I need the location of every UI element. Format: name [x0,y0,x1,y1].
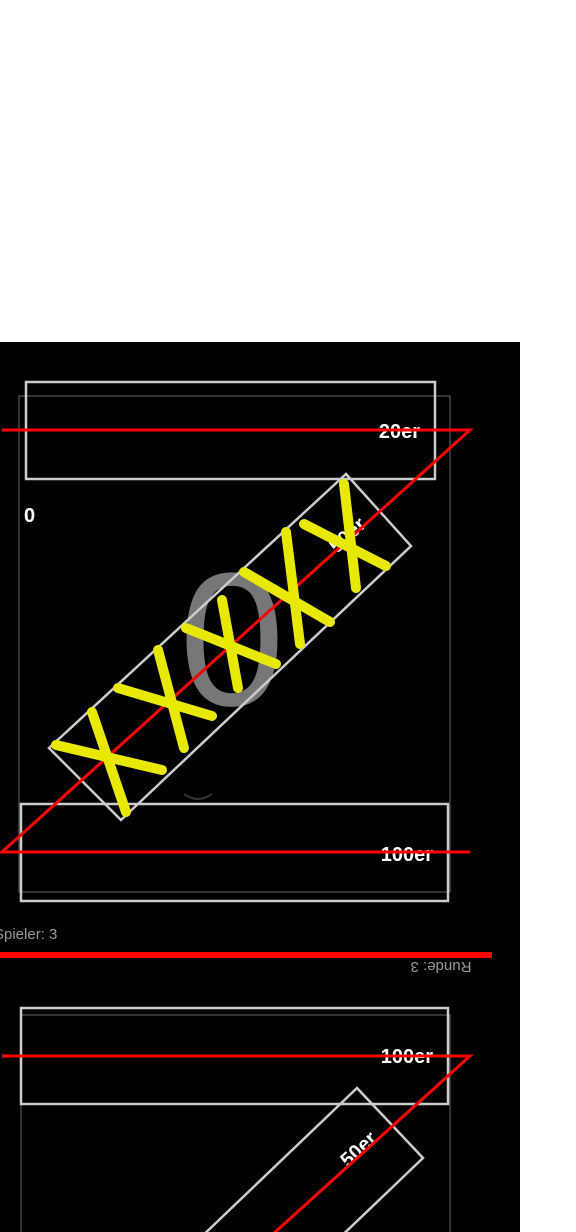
mark-x [113,645,217,753]
mark-x [181,595,281,693]
top-zone-100-label: 100er [381,844,433,866]
top-player-area: 0 20er 0 50er 100er [0,380,474,903]
bottom-zone-50-label: 50er [336,1127,381,1171]
mark-x [299,479,391,593]
top-player-score: 0 [24,505,35,527]
board-smudge [183,793,213,800]
players-count: Spieler: 3 [0,926,57,943]
mark-x [51,707,167,817]
top-50-marks [51,479,391,817]
top-player-frame [18,395,451,893]
bottom-red-guide-line [2,1054,474,1232]
bottom-player-frame [20,1014,451,1232]
bottom-player-area: 100 100er 50er [2,1006,474,1232]
bottom-zone-50[interactable] [104,1086,425,1232]
top-zone-50[interactable] [47,472,413,822]
round-count: Runde: 3 [411,958,472,975]
mark-x [239,527,335,649]
top-red-guide-line [0,428,474,854]
top-zone-20-label: 20er [379,421,420,443]
bottom-player-big-score: 100 [73,1199,390,1232]
